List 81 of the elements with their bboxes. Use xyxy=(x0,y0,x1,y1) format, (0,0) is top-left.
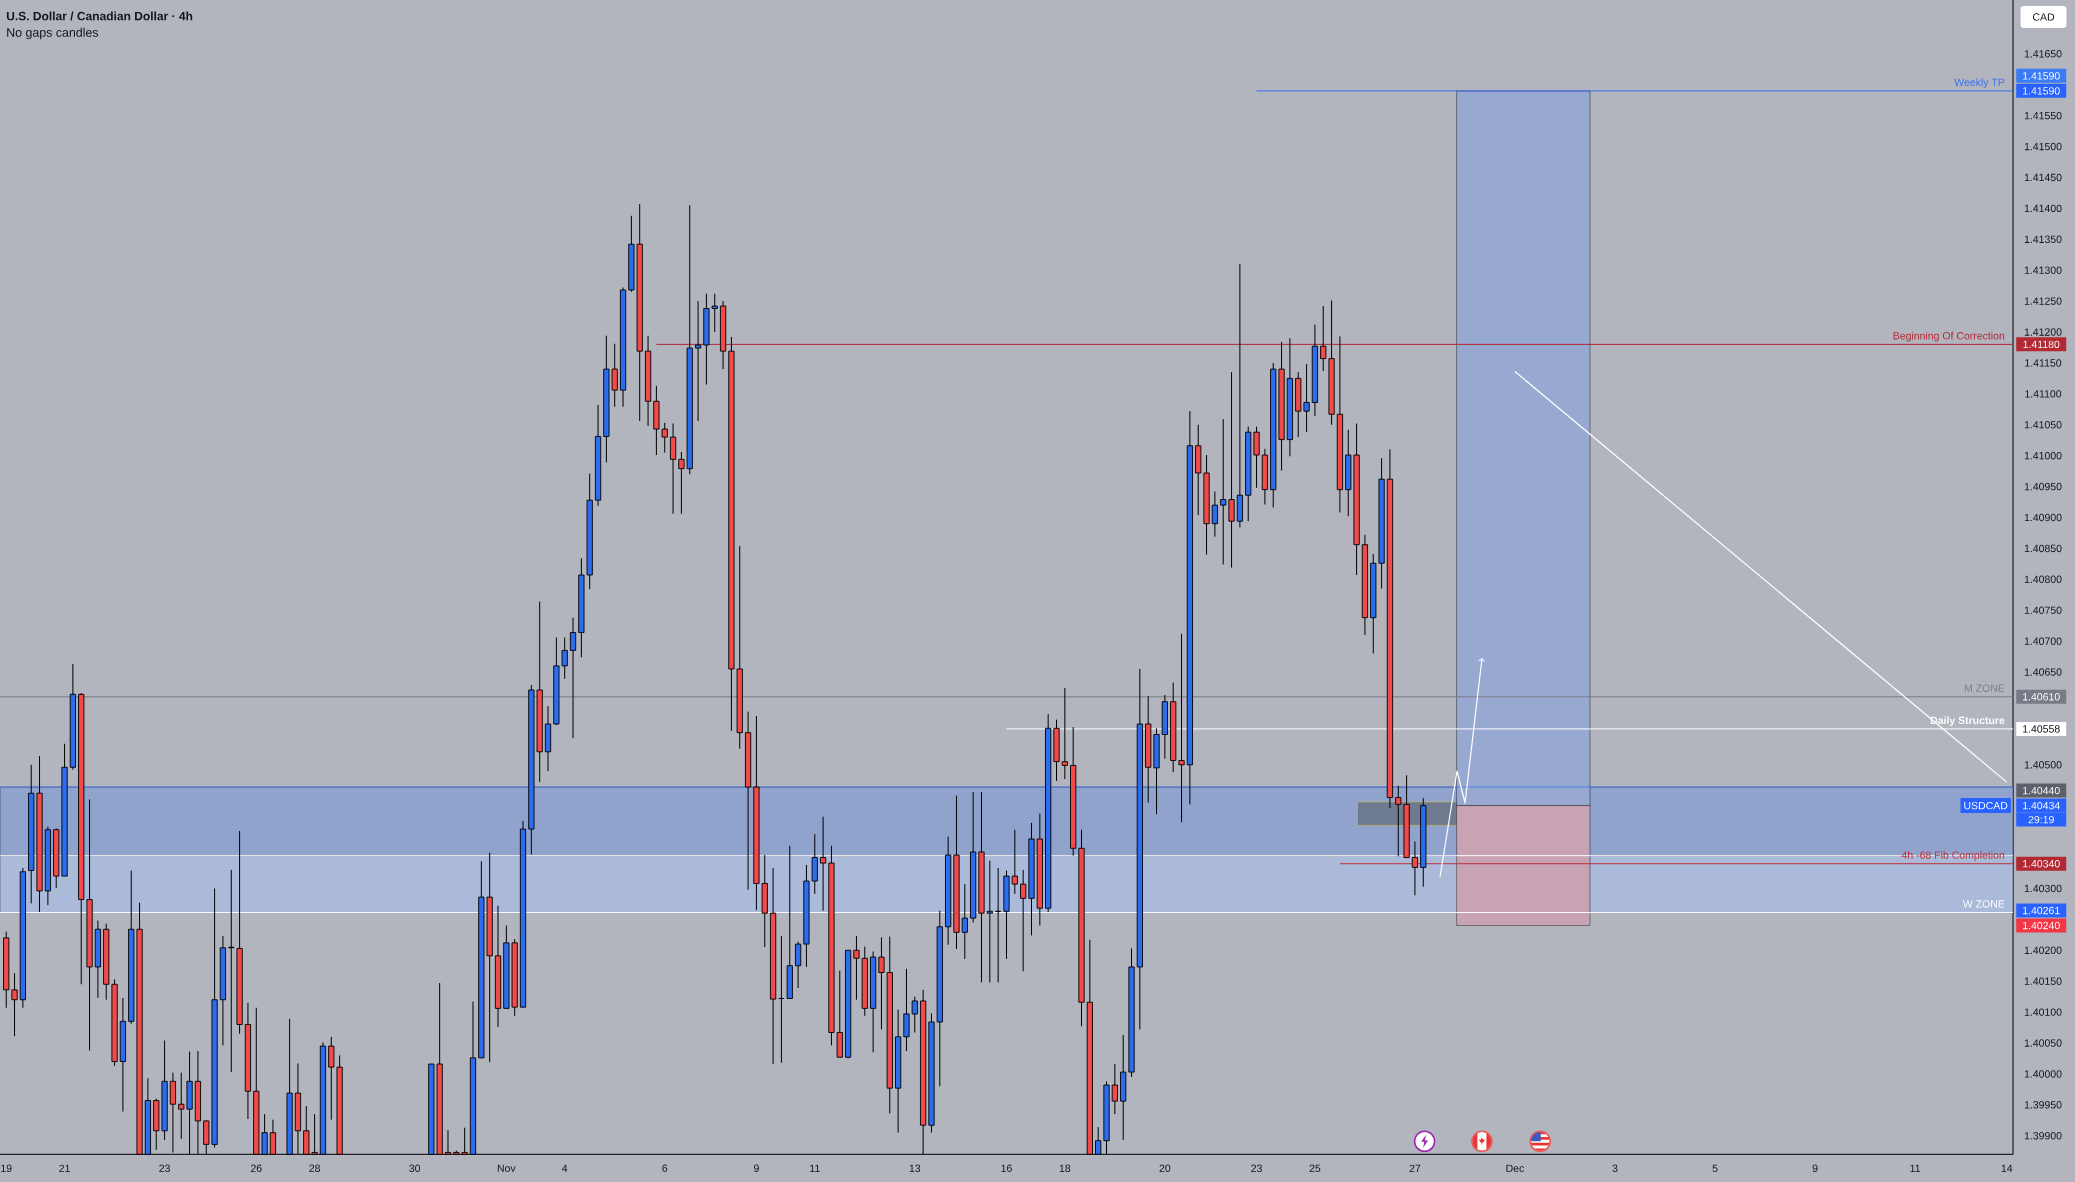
ref-line-label: 4h -68 Fib Completion xyxy=(1901,851,2005,861)
text: 1.41590 xyxy=(2023,72,2060,80)
y-tick-label: 1.40750 xyxy=(2024,606,2062,614)
y-tick-label: 1.40800 xyxy=(2024,575,2062,584)
candlestick xyxy=(694,300,702,422)
y-tick-label: 1.40300 xyxy=(2024,884,2062,893)
ref-line-label: W ZONE xyxy=(1962,900,2005,908)
candlestick xyxy=(1236,263,1243,528)
candlestick xyxy=(1211,491,1218,538)
text: 1.40240 xyxy=(2023,921,2060,930)
candlestick xyxy=(794,941,802,989)
y-tick-label: 1.41450 xyxy=(2024,173,2062,182)
x-tick-label: 4 xyxy=(562,1164,568,1172)
x-tick-label: 20 xyxy=(1159,1164,1171,1173)
y-tick-label: 1.41400 xyxy=(2024,204,2062,213)
x-tick-label: 6 xyxy=(662,1164,668,1173)
y-tick-label: 1.41650 xyxy=(2024,50,2062,58)
text: 29:19 xyxy=(2028,815,2054,824)
y-tick-label: 1.41000 xyxy=(2024,451,2062,460)
y-tick-label: 1.41300 xyxy=(2024,266,2062,274)
y-tick-label: 1.41250 xyxy=(2024,297,2062,305)
text: 1.40558 xyxy=(2023,725,2060,733)
y-tick-label: 1.39900 xyxy=(2024,1132,2062,1140)
text: No gaps candles xyxy=(7,27,99,40)
y-tick-label: 1.41550 xyxy=(2024,111,2062,120)
x-tick-label: 23 xyxy=(1251,1164,1262,1173)
x-tick-label: 18 xyxy=(1059,1164,1071,1173)
x-tick-label: 30 xyxy=(409,1164,421,1173)
y-tick-label: 1.40850 xyxy=(2024,544,2062,553)
x-tick-label: 9 xyxy=(753,1164,759,1173)
x-tick-label: 26 xyxy=(250,1164,262,1173)
y-tick-label: 1.40150 xyxy=(2024,977,2062,985)
text: 1.40434 xyxy=(2023,801,2060,810)
y-tick-label: 1.40500 xyxy=(2024,761,2062,769)
y-tick-label: 1.41150 xyxy=(2025,359,2062,367)
y-tick-label: 1.41100 xyxy=(2025,390,2062,398)
y-tick-label: 1.40050 xyxy=(2024,1039,2062,1047)
y-tick-label: 1.39950 xyxy=(2024,1101,2062,1109)
x-tick-label: 28 xyxy=(309,1164,321,1173)
text: U.S. Dollar / Canadian Dollar · 4h xyxy=(6,11,193,21)
x-tick-label: 14 xyxy=(2001,1164,2013,1172)
x-tick-label: 13 xyxy=(909,1164,921,1173)
text: 1.40610 xyxy=(2023,693,2060,701)
candlestick xyxy=(1111,1063,1118,1115)
candlestick xyxy=(169,1072,177,1153)
x-tick-label: 3 xyxy=(1612,1164,1618,1173)
y-tick-label: 1.40000 xyxy=(2024,1070,2062,1078)
candlestick xyxy=(1061,687,1068,780)
y-tick-label: 1.41200 xyxy=(2024,328,2062,336)
text: CAD xyxy=(2032,13,2055,21)
x-tick-label: 23 xyxy=(159,1164,170,1173)
annotation: USDCAD xyxy=(1964,801,2008,810)
y-tick-label: 1.40650 xyxy=(2024,668,2062,676)
candlestick xyxy=(669,423,677,515)
x-tick-label: 16 xyxy=(1001,1164,1012,1173)
y-tick-label: 1.41350 xyxy=(2024,235,2062,243)
y-tick-label: 1.40950 xyxy=(2024,482,2062,491)
x-tick-label: 27 xyxy=(1409,1164,1421,1172)
y-tick-label: 1.40900 xyxy=(2024,513,2062,522)
y-tick-label: 1.41500 xyxy=(2024,142,2062,151)
text: 1.40440 xyxy=(2023,786,2060,795)
x-tick-label: 11 xyxy=(810,1164,820,1172)
y-tick-label: 1.40700 xyxy=(2024,637,2062,645)
ref-line-label: Beginning Of Correction xyxy=(1893,331,2005,342)
x-tick-label: 11 xyxy=(1910,1164,1921,1172)
candlestick xyxy=(569,617,577,739)
y-tick-label: 1.40100 xyxy=(2024,1008,2062,1016)
ref-line-label: Weekly TP xyxy=(1954,78,2005,89)
text: 1.41590 xyxy=(2023,87,2060,95)
x-tick-label: Dec xyxy=(1506,1164,1525,1172)
text: 1.41180 xyxy=(2023,340,2060,349)
x-tick-label: 21 xyxy=(59,1164,70,1172)
y-tick-label: 1.41050 xyxy=(2024,421,2062,429)
text: 1.40340 xyxy=(2023,860,2060,868)
x-tick-label: 5 xyxy=(1712,1164,1718,1172)
text: 1.40261 xyxy=(2023,906,2060,915)
y-tick-label: 1.40200 xyxy=(2024,946,2062,954)
x-tick-label: 19 xyxy=(1,1164,12,1173)
x-tick-label: Nov xyxy=(497,1164,516,1172)
x-tick-label: 9 xyxy=(1812,1164,1818,1173)
x-tick-label: 25 xyxy=(1309,1164,1321,1173)
